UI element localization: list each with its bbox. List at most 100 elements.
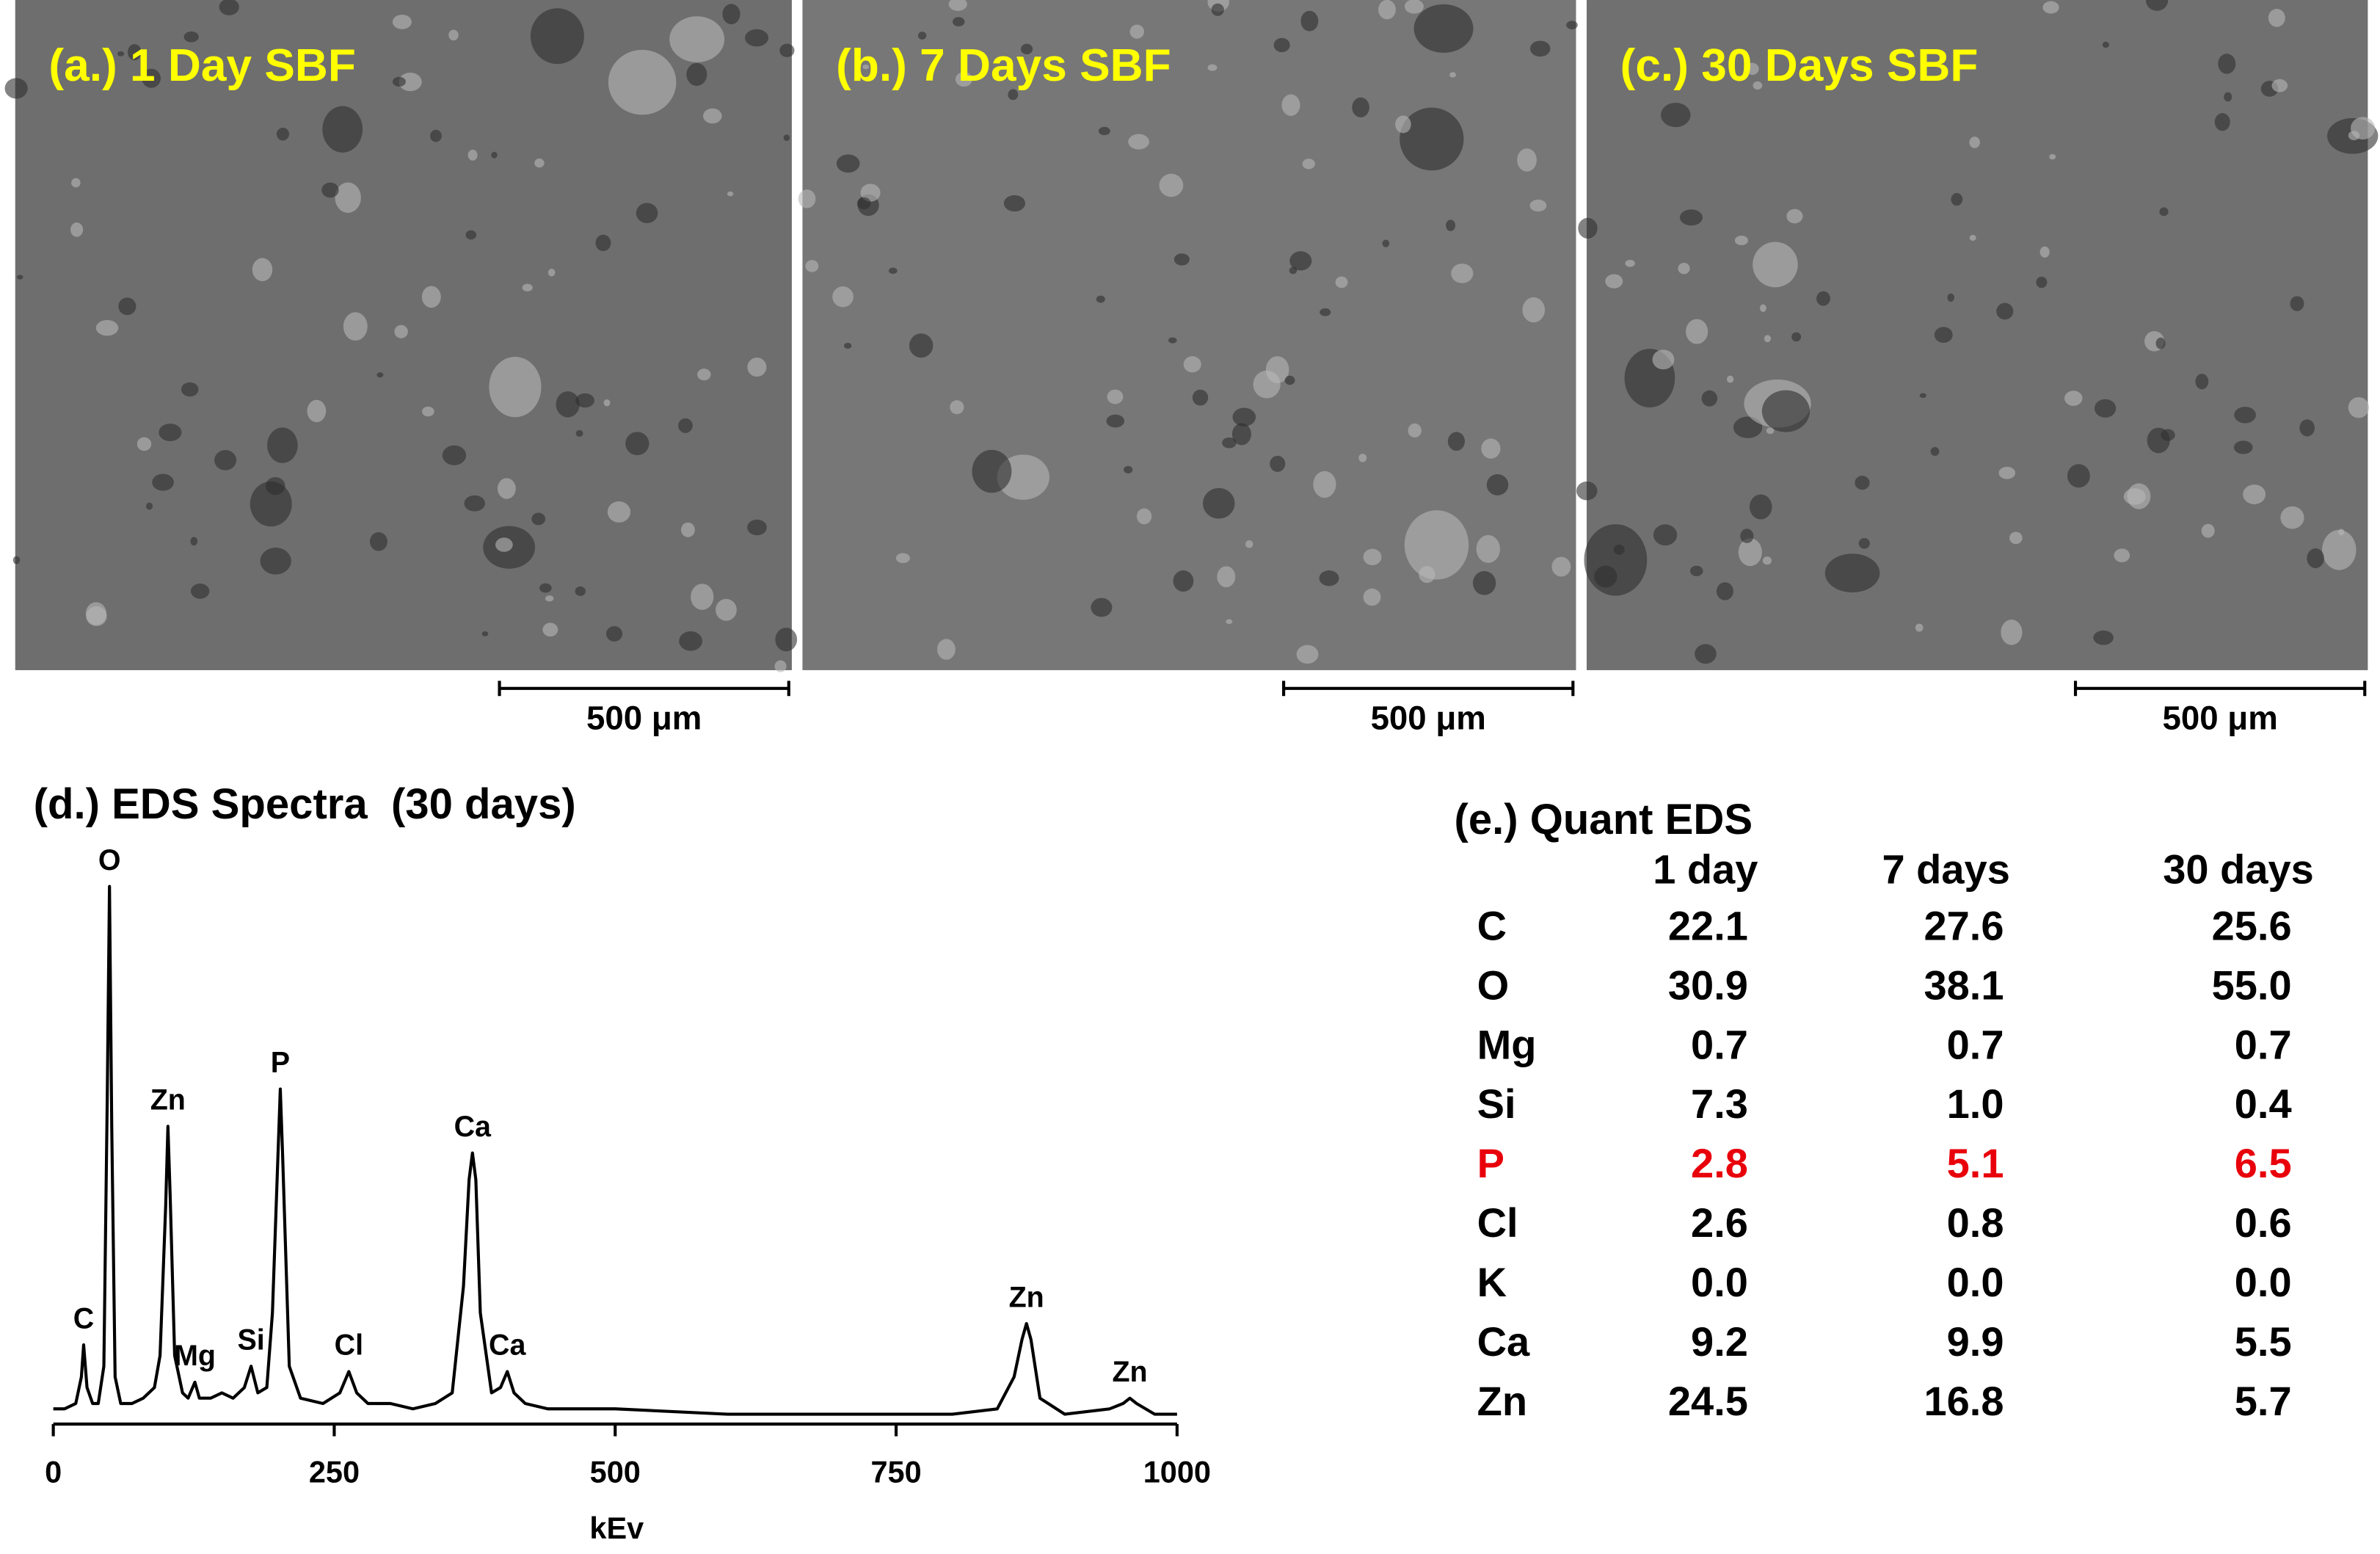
sem-texture — [1449, 72, 1457, 78]
sem-texture — [1352, 97, 1369, 117]
panel-label: (b.) 7 Days SBF — [836, 40, 1171, 91]
sem-texture — [1404, 510, 1469, 580]
sem-texture — [1313, 471, 1336, 498]
table-cell: 0.4 — [2235, 1081, 2292, 1127]
sem-texture — [307, 399, 327, 423]
sem-texture — [1168, 337, 1177, 344]
sem-texture — [1476, 534, 1501, 563]
x-axis-label: kEv — [589, 1511, 644, 1545]
sem-texture — [1211, 3, 1224, 16]
sem-texture — [2159, 207, 2169, 217]
sem-texture — [2009, 531, 2023, 545]
sem-texture — [607, 501, 631, 523]
sem-texture — [2195, 374, 2209, 390]
sem-texture — [394, 324, 408, 338]
sem-texture — [779, 43, 795, 57]
table-cell: 25.6 — [2212, 902, 2292, 948]
sem-texture — [1930, 447, 1940, 457]
sem-texture — [1858, 538, 1870, 549]
sem-texture — [686, 62, 707, 86]
sem-texture — [86, 606, 107, 626]
sem-texture — [142, 68, 161, 88]
sem-texture — [1098, 126, 1110, 136]
sem-texture — [2280, 506, 2304, 529]
peak-label: Ca — [489, 1329, 526, 1362]
sem-texture — [1284, 375, 1295, 385]
sem-texture — [421, 286, 441, 308]
sem-texture — [1594, 565, 1617, 588]
sem-texture — [322, 106, 363, 153]
sem-texture — [2234, 407, 2256, 424]
sem-texture — [2049, 153, 2056, 160]
sem-texture — [1404, 0, 1424, 14]
sem-texture — [1446, 219, 1456, 231]
table-cell: 5.1 — [1947, 1140, 2004, 1186]
sem-texture — [1159, 173, 1184, 197]
sem-texture — [2067, 464, 2090, 488]
sem-texture — [1716, 582, 1733, 600]
sem-texture — [608, 49, 677, 115]
table-cell: 9.9 — [1947, 1318, 2004, 1365]
x-tick-label: 500 — [590, 1454, 641, 1489]
sem-texture — [603, 399, 611, 407]
sem-texture — [1207, 64, 1218, 71]
sem-texture — [530, 8, 584, 65]
sem-texture — [2145, 0, 2169, 11]
sem-texture — [972, 449, 1012, 493]
sem-texture — [1408, 423, 1422, 438]
sem-texture — [1947, 293, 1954, 302]
sem-texture — [1128, 134, 1149, 150]
sem-texture — [1969, 137, 1980, 148]
table-cell: 9.2 — [1691, 1318, 1748, 1365]
sem-texture — [71, 178, 81, 188]
sem-texture — [722, 4, 740, 25]
sem-texture — [1363, 548, 1382, 566]
sem-texture — [145, 502, 153, 510]
sem-texture — [1791, 332, 1802, 342]
sem-texture — [1253, 370, 1281, 399]
sem-texture — [1245, 540, 1253, 548]
sem-texture — [953, 17, 965, 27]
sem-texture — [489, 357, 542, 418]
sem-texture — [2102, 41, 2109, 48]
sem-texture — [422, 406, 434, 417]
sem-texture — [948, 0, 967, 11]
sem-texture — [1486, 474, 1509, 495]
sem-texture — [1124, 465, 1133, 474]
sem-texture — [2042, 1, 2059, 14]
sem-texture — [1951, 192, 1963, 206]
sem-texture — [895, 553, 910, 564]
sem-texture — [2338, 529, 2345, 536]
sem-texture — [1686, 319, 1708, 344]
sem-texture — [448, 29, 459, 41]
sem-texture — [1689, 565, 1703, 576]
sem-texture — [1217, 566, 1236, 588]
sem-texture — [836, 154, 860, 173]
sem-texture — [1129, 24, 1144, 39]
sem-texture — [1192, 389, 1209, 406]
sem-texture — [1566, 21, 1578, 30]
sem-texture — [1824, 553, 1880, 593]
sem-texture — [691, 584, 714, 610]
sem-texture — [369, 532, 387, 551]
row-label: Mg — [1477, 1021, 1537, 1067]
sem-texture — [219, 0, 239, 15]
sem-texture — [442, 445, 467, 465]
table-cell: 0.8 — [1947, 1199, 2004, 1246]
sem-texture — [917, 32, 927, 40]
sem-texture — [2351, 117, 2376, 140]
sem-texture — [2348, 397, 2370, 418]
column-header: 1 day — [1653, 846, 1758, 893]
sem-texture — [1998, 466, 2016, 479]
sem-texture — [1008, 89, 1019, 101]
sem-texture — [716, 598, 737, 621]
sem-texture — [862, 64, 870, 70]
sem-texture — [1419, 566, 1435, 584]
sem-texture — [2271, 79, 2288, 92]
sem-texture — [775, 628, 798, 652]
sem-texture — [1136, 508, 1152, 525]
sem-texture — [534, 158, 545, 168]
sem-texture — [1766, 427, 1775, 435]
row-label: O — [1477, 962, 1510, 1008]
sem-texture — [2001, 619, 2023, 645]
